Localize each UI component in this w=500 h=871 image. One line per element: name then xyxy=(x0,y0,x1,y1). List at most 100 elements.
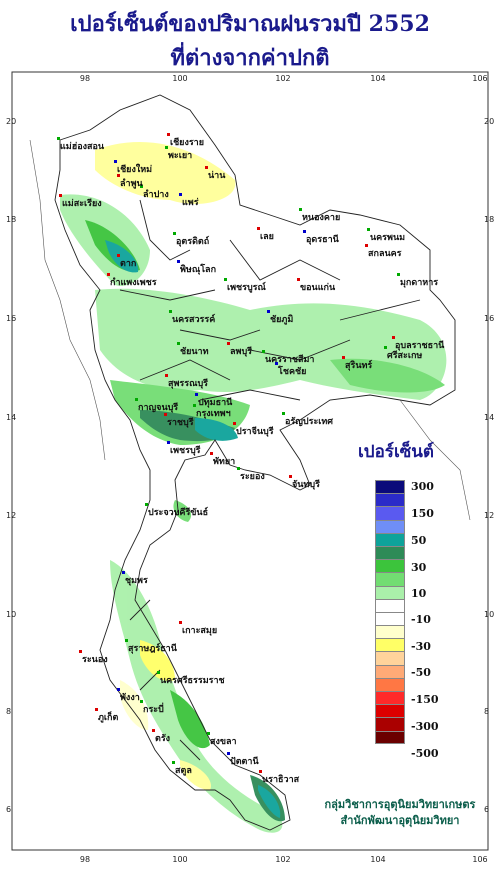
station-dot xyxy=(207,732,210,735)
legend-swatch xyxy=(375,651,405,665)
place-label: นครพนม xyxy=(370,233,405,243)
place-label: สตูล xyxy=(175,766,192,776)
right-tick-label: 16 xyxy=(484,314,494,323)
place-label: กาญจนบุรี xyxy=(138,402,178,413)
station-dot xyxy=(140,700,143,703)
place-label: ระยอง xyxy=(240,472,265,482)
country-outline xyxy=(29,94,471,831)
place-label: กำแพงเพชร xyxy=(110,277,157,288)
place-label: ระนอง xyxy=(82,655,108,665)
legend-swatch xyxy=(375,625,405,639)
place-label: แม่ฮ่องสอน xyxy=(60,141,105,152)
place-label: อุดรธานี xyxy=(306,234,340,245)
right-tick-label: 8 xyxy=(484,707,489,716)
place-label: หนองคาย xyxy=(302,213,340,223)
top-tick-label: 104 xyxy=(370,74,385,83)
station-dot xyxy=(165,146,168,149)
station-dot xyxy=(145,503,148,506)
legend-swatch xyxy=(375,572,405,586)
station-dot xyxy=(122,571,125,574)
legend-swatch xyxy=(375,638,405,652)
station-dot xyxy=(57,137,60,140)
legend-swatch xyxy=(375,480,405,494)
map-title-line2: ที่ต่างจากค่าปกติ xyxy=(170,45,330,71)
legend-swatch xyxy=(375,677,405,691)
station-dot xyxy=(140,185,143,188)
station-dot xyxy=(107,273,110,276)
right-tick-label: 6 xyxy=(484,805,489,814)
place-label: ตรัง xyxy=(155,733,170,744)
place-label: นครศรีธรรมราช xyxy=(160,675,225,686)
station-dot xyxy=(173,232,176,235)
map-title-line1: เปอร์เซ็นต์ของปริมาณฝนรวมปี 2552 xyxy=(70,11,430,37)
legend-label: -50 xyxy=(411,666,431,679)
station-dot xyxy=(303,230,306,233)
place-label: จันทบุรี xyxy=(292,479,320,490)
legend-swatch xyxy=(375,704,405,718)
station-dot xyxy=(289,475,292,478)
place-label: เชียงราย xyxy=(170,137,204,148)
place-label: ราชบุรี xyxy=(167,417,194,428)
place-label: นครราชสีมา xyxy=(265,354,314,365)
station-dot xyxy=(227,752,230,755)
station-dot xyxy=(365,244,368,247)
legend-swatch xyxy=(375,664,405,678)
station-dot xyxy=(79,650,82,653)
place-label: ลำพูน xyxy=(120,178,144,189)
place-label: ชุมพร xyxy=(125,576,148,586)
right-tick-label: 18 xyxy=(484,215,494,224)
left-tick-label: 14 xyxy=(6,413,16,422)
station-dot xyxy=(117,174,120,177)
legend-swatch xyxy=(375,493,405,507)
place-label: ปทุมธานี xyxy=(198,397,233,408)
top-tick-label: 100 xyxy=(172,74,187,83)
station-dot xyxy=(135,398,138,401)
place-label: แพร่ xyxy=(182,197,199,208)
place-label: ศรีสะเกษ xyxy=(387,350,422,361)
place-label: แม่สะเรียง xyxy=(62,198,102,209)
station-dot xyxy=(179,621,182,624)
place-label: ประจวบคีรีขันธ์ xyxy=(148,506,208,518)
station-dot xyxy=(59,194,62,197)
station-dot xyxy=(259,770,262,773)
station-dot xyxy=(392,336,395,339)
station-dot xyxy=(177,260,180,263)
legend-swatch xyxy=(375,532,405,546)
station-dot xyxy=(275,362,278,365)
left-tick-label: 6 xyxy=(6,805,11,814)
legend-swatch xyxy=(375,585,405,599)
place-label: พะเยา xyxy=(168,151,192,161)
legend-swatch xyxy=(375,506,405,520)
station-dot xyxy=(267,310,270,313)
place-label: ลำปาง xyxy=(143,189,169,200)
place-label: พัทยา xyxy=(213,456,235,467)
place-label: ปราจีนบุรี xyxy=(236,426,274,437)
top-tick-label: 106 xyxy=(472,74,487,83)
top-axis-ticks: 98 100 102 104 106 xyxy=(80,74,488,83)
legend-label: 300 xyxy=(411,480,434,493)
station-dot xyxy=(167,441,170,444)
bottom-tick-label: 100 xyxy=(172,855,187,864)
place-label: ขอนแก่น xyxy=(300,282,336,293)
legend-label: 30 xyxy=(411,561,427,574)
left-axis-ticks: 20 18 16 14 12 10 8 6 xyxy=(6,117,16,814)
rainfall-shading xyxy=(60,141,447,833)
place-label: เพชรบุรี xyxy=(170,445,201,456)
station-dot xyxy=(125,639,128,642)
legend-label: -10 xyxy=(411,613,431,626)
place-label: ปัตตานี xyxy=(230,756,259,767)
station-dot xyxy=(227,342,230,345)
place-label: โชคชัย xyxy=(277,365,306,377)
place-label: มุกดาหาร xyxy=(400,278,438,288)
station-dot xyxy=(172,761,175,764)
place-label: สุพรรณบุรี xyxy=(168,378,208,389)
station-dot xyxy=(157,671,160,674)
top-tick-label: 102 xyxy=(275,74,290,83)
station-dot xyxy=(282,412,285,415)
station-dot xyxy=(233,422,236,425)
left-tick-label: 12 xyxy=(6,511,16,520)
place-label: ลพบุรี xyxy=(230,346,252,357)
station-dot xyxy=(193,404,196,407)
legend-title: เปอร์เซ็นต์ xyxy=(358,442,434,462)
